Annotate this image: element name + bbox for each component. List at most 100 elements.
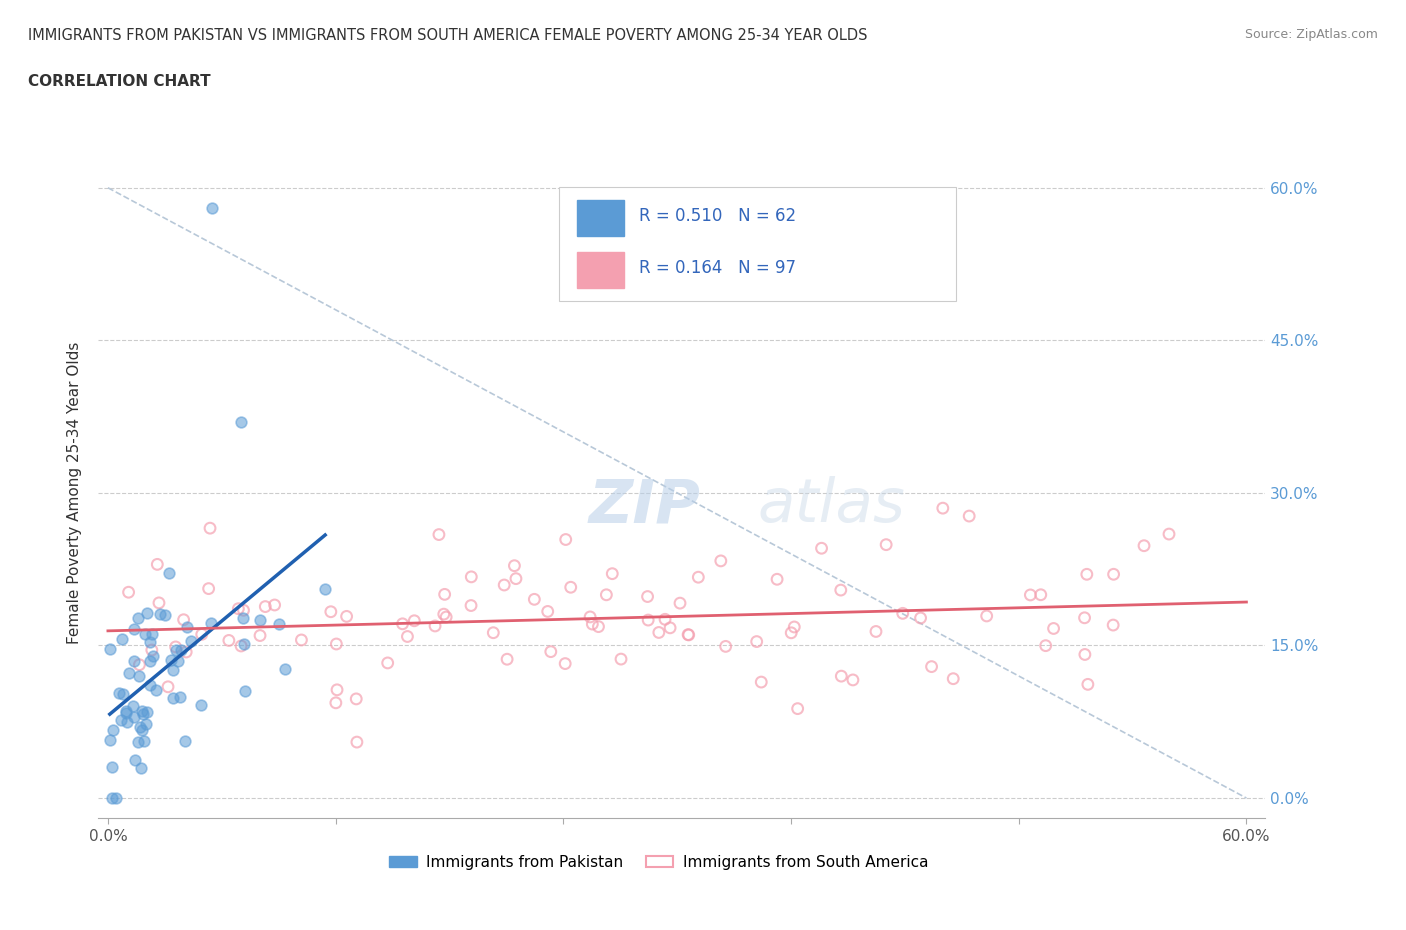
Point [142, 648, 165, 663]
Point [201, 201, 224, 216]
Point [190, 698, 212, 712]
Point [427, 527, 450, 542]
Point [766, 572, 789, 587]
Point [932, 500, 955, 515]
Point [942, 671, 965, 686]
Point [141, 627, 163, 642]
Point [377, 656, 399, 671]
Point [108, 685, 131, 700]
Point [325, 696, 347, 711]
Point [249, 612, 271, 627]
Point [581, 617, 603, 631]
Point [105, 790, 128, 805]
Point [115, 704, 138, 719]
Point [136, 705, 159, 720]
Point [786, 701, 808, 716]
Point [1042, 621, 1064, 636]
Point [433, 587, 456, 602]
Point [290, 632, 312, 647]
Point [127, 610, 149, 625]
Point [165, 643, 187, 658]
Point [139, 654, 162, 669]
Point [197, 581, 219, 596]
Point [314, 582, 336, 597]
Point [540, 644, 562, 659]
Point [749, 674, 772, 689]
Point [176, 619, 198, 634]
Point [579, 609, 602, 624]
Text: R = 0.510   N = 62: R = 0.510 N = 62 [638, 207, 796, 225]
Point [391, 617, 413, 631]
Point [891, 606, 914, 621]
Text: Source: ZipAtlas.com: Source: ZipAtlas.com [1244, 28, 1378, 41]
Point [198, 521, 221, 536]
Point [131, 723, 153, 737]
Point [537, 604, 560, 618]
Point [610, 652, 633, 667]
Point [865, 624, 887, 639]
Point [810, 541, 832, 556]
Point [434, 609, 457, 624]
Point [124, 752, 146, 767]
Point [134, 627, 156, 642]
Text: ZIP: ZIP [589, 476, 700, 536]
Point [200, 616, 222, 631]
Point [600, 566, 623, 581]
Point [98, 642, 121, 657]
Point [122, 654, 145, 669]
Point [131, 704, 153, 719]
Point [132, 734, 155, 749]
FancyBboxPatch shape [560, 187, 956, 301]
Point [139, 678, 162, 693]
Point [232, 610, 254, 625]
Point [842, 672, 865, 687]
Point [482, 625, 505, 640]
Point [103, 722, 125, 737]
Point [336, 609, 359, 624]
Point [595, 588, 617, 603]
Point [162, 662, 184, 677]
Point [146, 557, 169, 572]
Point [560, 579, 582, 594]
Bar [576, 200, 624, 236]
Point [101, 760, 124, 775]
Point [170, 643, 193, 658]
Point [190, 627, 212, 642]
Point [494, 578, 516, 592]
Point [678, 628, 700, 643]
Point [1035, 638, 1057, 653]
Point [669, 596, 692, 611]
Point [114, 706, 136, 721]
Point [344, 692, 367, 707]
Point [396, 629, 419, 644]
Point [167, 654, 190, 669]
Point [229, 639, 252, 654]
Text: CORRELATION CHART: CORRELATION CHART [28, 74, 211, 89]
Point [174, 644, 197, 659]
Point [169, 690, 191, 705]
Point [173, 734, 195, 749]
Point [1157, 526, 1180, 541]
Text: R = 0.164   N = 97: R = 0.164 N = 97 [638, 259, 796, 277]
Point [101, 790, 124, 805]
Point [433, 606, 456, 621]
Point [326, 683, 349, 698]
Point [249, 628, 271, 643]
Text: atlas: atlas [758, 476, 905, 536]
Point [232, 603, 254, 618]
Point [274, 661, 297, 676]
Point [921, 659, 943, 674]
Point [157, 565, 180, 580]
Point [745, 634, 768, 649]
Point [783, 619, 806, 634]
Point [111, 686, 134, 701]
Point [554, 532, 576, 547]
Point [118, 666, 141, 681]
Point [173, 612, 195, 627]
Point [110, 631, 132, 646]
Point [648, 625, 671, 640]
Point [505, 571, 527, 586]
Point [1102, 618, 1125, 632]
Point [830, 583, 852, 598]
Point [1133, 538, 1156, 553]
